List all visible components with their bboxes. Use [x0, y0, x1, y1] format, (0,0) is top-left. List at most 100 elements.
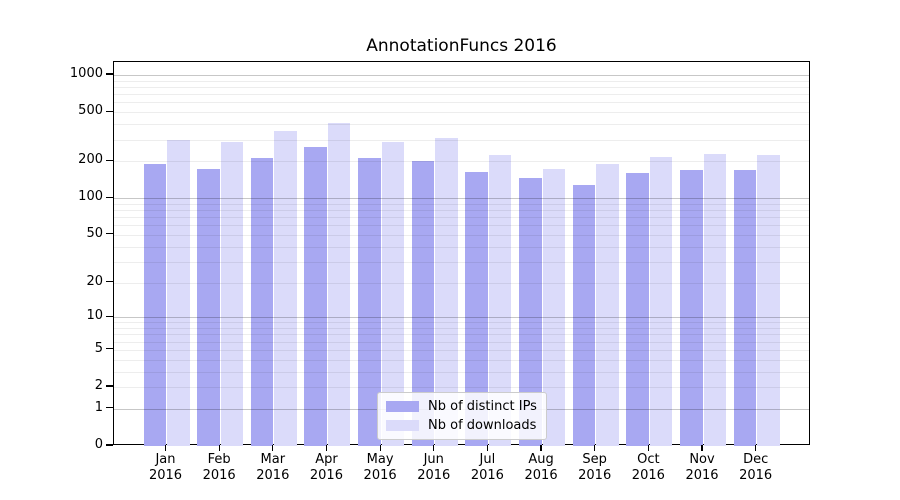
bar-distinct-ips [680, 169, 703, 446]
gridline [114, 198, 809, 200]
y-tick-label: 10 [86, 308, 103, 324]
y-tick-label: 20 [86, 273, 103, 289]
gridline [114, 322, 809, 324]
y-tick-mark [106, 444, 113, 446]
x-tick-label: Sep 2016 [578, 452, 612, 483]
y-tick-mark [106, 315, 113, 317]
gridline [114, 217, 809, 219]
legend-label-downloads: Nb of downloads [428, 418, 537, 433]
legend-swatch-downloads [386, 420, 419, 431]
y-tick-mark [106, 196, 113, 198]
x-tick-mark [701, 445, 703, 451]
bar-downloads [488, 155, 512, 446]
bar-downloads [435, 138, 458, 446]
gridline [114, 225, 809, 227]
y-tick-mark [106, 159, 113, 161]
x-tick-mark [433, 445, 435, 451]
bar-distinct-ips [733, 169, 757, 446]
bar-distinct-ips [304, 146, 327, 446]
bar-distinct-ips [519, 177, 542, 446]
y-tick-label: 0 [94, 437, 103, 452]
gridline [114, 246, 809, 248]
gridline [114, 282, 809, 284]
bar-downloads [381, 142, 405, 446]
bar-downloads [703, 153, 726, 446]
gridline [114, 124, 809, 126]
bar-downloads [274, 130, 297, 446]
y-tick-label: 500 [78, 103, 103, 119]
bar-distinct-ips [358, 158, 381, 446]
bar-downloads [327, 123, 351, 446]
bar-distinct-ips [197, 168, 220, 446]
gridline [114, 161, 809, 163]
y-tick-mark [106, 280, 113, 283]
x-tick-label: Jan 2016 [148, 452, 183, 483]
bar-downloads [220, 141, 244, 446]
x-tick-label: Nov 2016 [685, 452, 719, 483]
y-tick-label: 1 [94, 399, 103, 415]
x-tick-mark [647, 445, 649, 451]
y-tick-label: 2 [94, 378, 103, 393]
x-tick-mark [486, 445, 488, 451]
bar-distinct-ips [626, 173, 649, 446]
x-tick-label: May 2016 [363, 452, 397, 483]
x-tick-mark [164, 445, 167, 451]
x-tick-mark [540, 445, 542, 451]
gridline [114, 341, 809, 343]
gridline [114, 359, 809, 361]
plot-area: Nb of distinct IPs Nb of downloads [113, 61, 810, 446]
y-tick-label: 200 [78, 152, 103, 168]
legend-swatch-distinct-ips [386, 401, 419, 412]
bar-downloads [757, 154, 780, 446]
y-tick-label: 100 [78, 189, 103, 205]
x-tick-label: Jul 2016 [470, 452, 504, 483]
legend: Nb of distinct IPs Nb of downloads [377, 392, 547, 440]
bar-distinct-ips [572, 185, 596, 446]
gridline [114, 80, 809, 82]
y-tick-label: 50 [86, 225, 103, 241]
y-tick-mark [106, 233, 113, 235]
y-tick-mark [106, 110, 113, 112]
x-tick-label: Aug 2016 [524, 452, 558, 483]
legend-item-downloads: Nb of downloads [386, 418, 537, 433]
y-tick-mark [106, 385, 113, 387]
bar-distinct-ips [411, 160, 435, 446]
gridline [114, 203, 809, 205]
bar-downloads [596, 164, 619, 446]
x-tick-mark [594, 445, 596, 451]
bar-distinct-ips [465, 171, 488, 446]
legend-item-distinct-ips: Nb of distinct IPs [386, 399, 537, 414]
gridline [114, 86, 809, 88]
bar-distinct-ips [250, 157, 274, 446]
legend-label-distinct-ips: Nb of distinct IPs [428, 399, 537, 414]
gridline [114, 75, 809, 76]
gridline [114, 261, 809, 263]
x-tick-mark [218, 445, 220, 451]
x-tick-mark [272, 445, 274, 451]
x-tick-label: Dec 2016 [739, 452, 773, 483]
gridline [114, 102, 809, 104]
gridline [114, 210, 809, 212]
gridline [114, 112, 809, 114]
gridline [114, 94, 809, 96]
gridline [114, 234, 809, 236]
x-tick-label: Oct 2016 [631, 452, 665, 483]
gridline [114, 349, 809, 351]
gridline [114, 139, 809, 141]
bar-downloads [167, 140, 190, 446]
gridline [114, 387, 809, 388]
chart-title: AnnotationFuncs 2016 [366, 36, 557, 56]
y-tick-mark [106, 73, 113, 75]
y-tick-mark [106, 348, 113, 350]
gridline [114, 328, 809, 329]
gridline [114, 334, 809, 336]
gridline [114, 317, 809, 319]
bar-downloads [649, 156, 673, 446]
x-tick-mark [755, 445, 757, 451]
y-tick-label: 1000 [69, 66, 103, 81]
x-tick-label: Jun 2016 [417, 452, 451, 483]
bar-downloads [542, 169, 566, 446]
x-tick-mark [325, 445, 328, 451]
x-tick-label: Feb 2016 [202, 452, 236, 483]
